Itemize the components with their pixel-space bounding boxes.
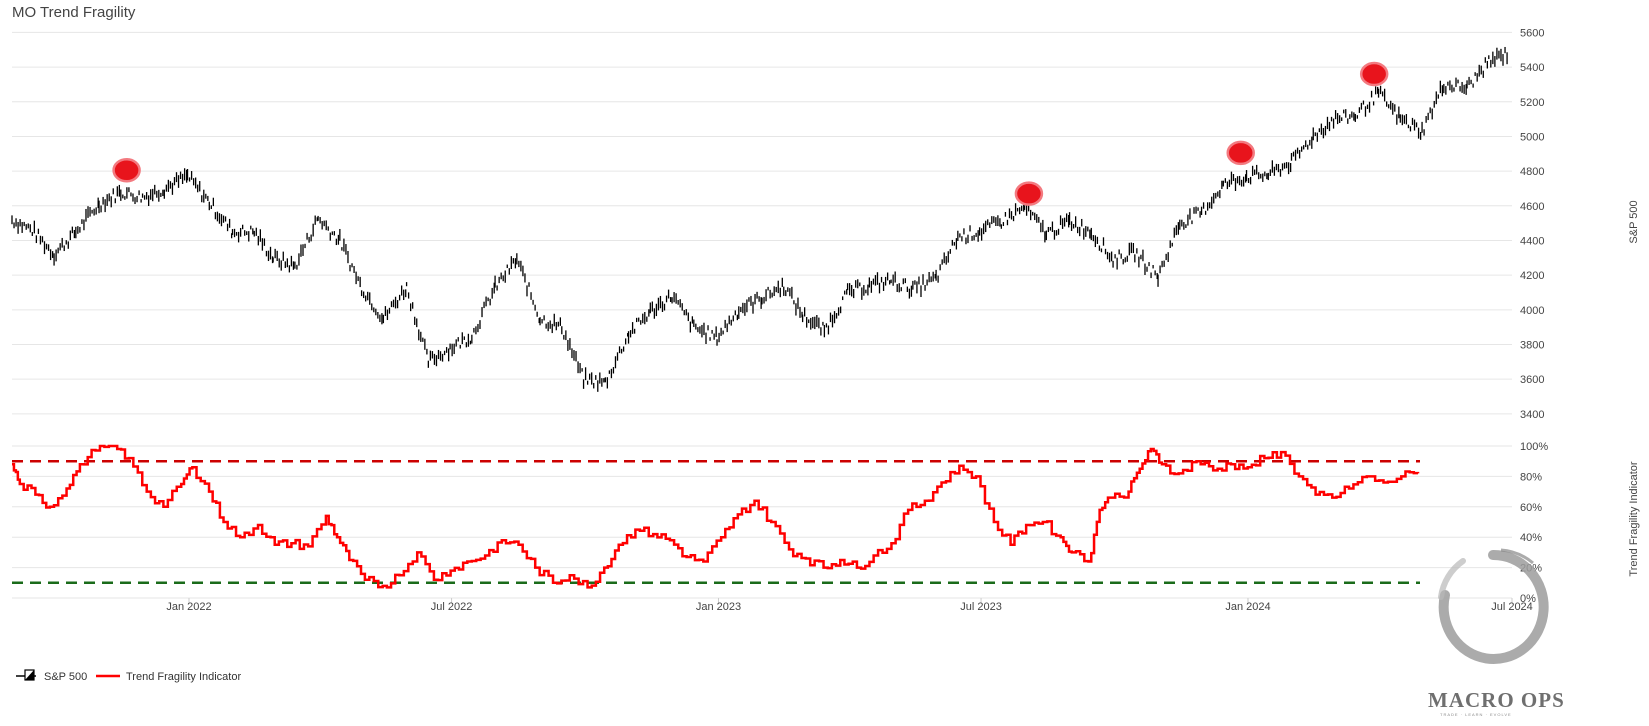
bottom-y-tick-label: 0% xyxy=(1520,593,1536,605)
top-y-tick-label: 4200 xyxy=(1520,270,1544,282)
fragility-marker-dot xyxy=(1014,181,1044,206)
top-y-tick-label: 5600 xyxy=(1520,27,1544,39)
trend-fragility-line xyxy=(12,444,1420,589)
logo-tagline: TRADE · LEARN · EVOLVE xyxy=(1440,712,1512,717)
top-y-tick-label: 4800 xyxy=(1520,166,1544,178)
x-tick-label: Jul 2024 xyxy=(1491,601,1533,613)
legend-item-sp500[interactable]: S&P 500 xyxy=(16,669,87,683)
legend-label-sp500: S&P 500 xyxy=(44,671,87,683)
bottom-panel-y-axis-label: Trend Fragility Indicator xyxy=(1628,461,1640,576)
fragility-marker-dot xyxy=(1226,140,1255,166)
bottom-y-tick-label: 60% xyxy=(1520,502,1542,514)
top-panel-y-ticks: 3400 3600 3800 4000 4200 4400 4600 4800 5000 5200… xyxy=(1520,27,1544,420)
ohlc-legend-icon xyxy=(16,669,36,681)
top-y-tick-label: 5200 xyxy=(1520,97,1544,109)
fragility-marker-dot xyxy=(1359,61,1389,87)
sp500-series[interactable] xyxy=(11,46,1508,392)
top-y-tick-label: 3400 xyxy=(1520,409,1544,421)
fragility-markers xyxy=(112,61,1389,206)
fragility-marker-dot xyxy=(112,157,141,183)
top-y-tick-label: 3800 xyxy=(1520,340,1544,352)
top-y-tick-label: 5400 xyxy=(1520,62,1544,74)
bottom-y-tick-label: 40% xyxy=(1520,532,1542,544)
macro-ops-logo: MACRO OPS TRADE · LEARN · EVOLVE xyxy=(1428,548,1565,717)
bottom-y-tick-label: 100% xyxy=(1520,441,1548,453)
top-y-tick-label: 4000 xyxy=(1520,305,1544,317)
x-tick-label: Jan 2024 xyxy=(1225,601,1270,613)
top-y-tick-label: 4600 xyxy=(1520,201,1544,213)
top-panel-grid xyxy=(12,31,1512,415)
x-tick-label: Jan 2023 xyxy=(696,601,741,613)
enso-circle-icon xyxy=(1438,548,1549,664)
x-axis-ticks: Jan 2022 Jul 2022 Jan 2023 Jul 2023 Jan 2024… xyxy=(166,598,1533,613)
top-y-tick-label: 3600 xyxy=(1520,374,1544,386)
bottom-y-tick-label: 80% xyxy=(1520,471,1542,483)
logo-wordmark: MACRO OPS xyxy=(1428,688,1565,712)
top-panel-y-axis-label: S&P 500 xyxy=(1628,200,1640,243)
x-tick-label: Jul 2022 xyxy=(431,601,473,613)
top-y-tick-label: 4400 xyxy=(1520,235,1544,247)
trend-fragility-series[interactable] xyxy=(12,444,1420,589)
top-y-tick-label: 5000 xyxy=(1520,131,1544,143)
x-tick-label: Jul 2023 xyxy=(960,601,1002,613)
bottom-panel-reference-lines xyxy=(12,459,1420,585)
legend-item-trend-fragility[interactable]: Trend Fragility Indicator xyxy=(96,671,241,683)
legend-label-trend-fragility: Trend Fragility Indicator xyxy=(126,671,241,683)
bottom-panel-grid xyxy=(12,445,1512,599)
legend: S&P 500 Trend Fragility Indicator xyxy=(16,669,241,683)
x-tick-label: Jan 2022 xyxy=(166,601,211,613)
chart-title: MO Trend Fragility xyxy=(12,4,136,21)
